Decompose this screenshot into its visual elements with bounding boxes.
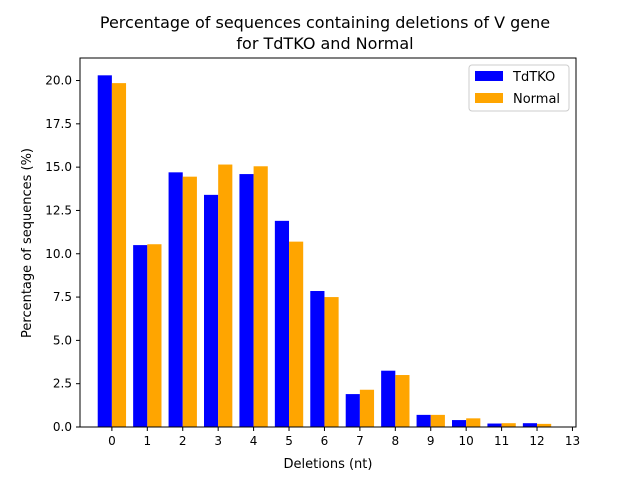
y-tick-label: 10.0 (45, 247, 72, 261)
bar-tdtko-5 (274, 220, 290, 427)
y-tick-label: 17.5 (45, 117, 72, 131)
bar-normal-11 (501, 423, 516, 427)
bar-normal-5 (289, 241, 304, 427)
bar-normal-9 (430, 414, 445, 427)
x-tick-label: 6 (321, 434, 329, 448)
bar-normal-4 (253, 166, 268, 427)
x-tick-label: 4 (250, 434, 258, 448)
x-ticks-group: 0 1 2 3 4 5 6 7 8 9 10 11 12 13 (108, 427, 580, 448)
bar-normal-1 (147, 244, 162, 427)
bar-tdtko-2 (168, 172, 183, 427)
y-tick-label: 5.0 (53, 333, 72, 347)
y-tick-label: 7.5 (53, 290, 72, 304)
legend-label-normal: Normal (513, 92, 560, 107)
chart-title-line2: for TdTKO and Normal (236, 34, 413, 53)
x-tick-label: 11 (494, 434, 509, 448)
x-tick-label: 5 (285, 434, 293, 448)
y-axis-label: Percentage of sequences (%) (20, 148, 35, 338)
bar-tdtko-12 (522, 423, 538, 427)
chart-title-line1: Percentage of sequences containing delet… (100, 13, 550, 32)
bar-tdtko-3 (204, 194, 219, 427)
x-tick-label: 2 (179, 434, 187, 448)
x-tick-label: 12 (529, 434, 544, 448)
x-tick-label: 10 (459, 434, 474, 448)
axes-frame (79, 57, 577, 428)
x-tick-label: 3 (214, 434, 222, 448)
bar-tdtko-6 (310, 291, 325, 427)
x-tick-label: 8 (391, 434, 399, 448)
x-axis-label: Deletions (nt) (284, 457, 373, 472)
y-tick-label: 12.5 (45, 203, 72, 217)
y-tick-label: 15.0 (45, 160, 72, 174)
bar-normal-12 (537, 423, 552, 427)
y-tick-label: 20.0 (45, 74, 72, 88)
legend-label-tdtko: TdTKO (512, 70, 555, 85)
legend: TdTKO Normal (468, 64, 570, 112)
bar-tdtko-8 (381, 370, 396, 427)
x-tick-label: 13 (565, 434, 580, 448)
bar-tdtko-10 (452, 420, 467, 427)
bar-tdtko-11 (487, 423, 502, 427)
bar-normal-3 (218, 164, 233, 428)
bar-normal-2 (182, 176, 197, 427)
legend-swatch-normal (475, 93, 503, 103)
x-tick-label: 1 (143, 434, 151, 448)
bar-normal-7 (359, 389, 375, 427)
bar-tdtko-4 (239, 174, 254, 427)
y-tick-label: 0.0 (53, 420, 72, 434)
bar-normal-0 (111, 83, 127, 427)
bars-group (97, 75, 552, 428)
bar-normal-10 (466, 418, 481, 427)
bar-tdtko-0 (97, 75, 112, 427)
y-tick-label: 2.5 (53, 377, 72, 391)
legend-swatch-tdtko (475, 71, 503, 81)
x-tick-label: 9 (427, 434, 435, 448)
y-ticks-group: 0.0 2.5 5.0 7.5 10.0 12.5 15.0 17.5 20.0 (45, 74, 80, 434)
bar-normal-8 (395, 375, 410, 427)
bar-tdtko-1 (133, 245, 148, 427)
bar-tdtko-7 (345, 394, 360, 427)
bar-tdtko-9 (416, 414, 431, 427)
x-tick-label: 0 (108, 434, 116, 448)
x-tick-label: 7 (356, 434, 364, 448)
bar-normal-6 (324, 297, 339, 427)
